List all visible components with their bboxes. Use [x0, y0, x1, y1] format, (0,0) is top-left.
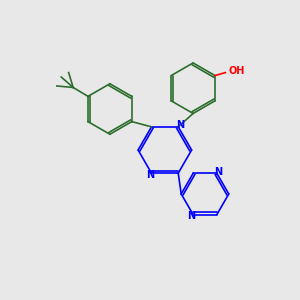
Text: N: N — [176, 120, 184, 130]
Text: N: N — [188, 211, 196, 221]
Text: OH: OH — [228, 66, 245, 76]
Text: N: N — [214, 167, 222, 177]
Text: N: N — [146, 170, 154, 180]
